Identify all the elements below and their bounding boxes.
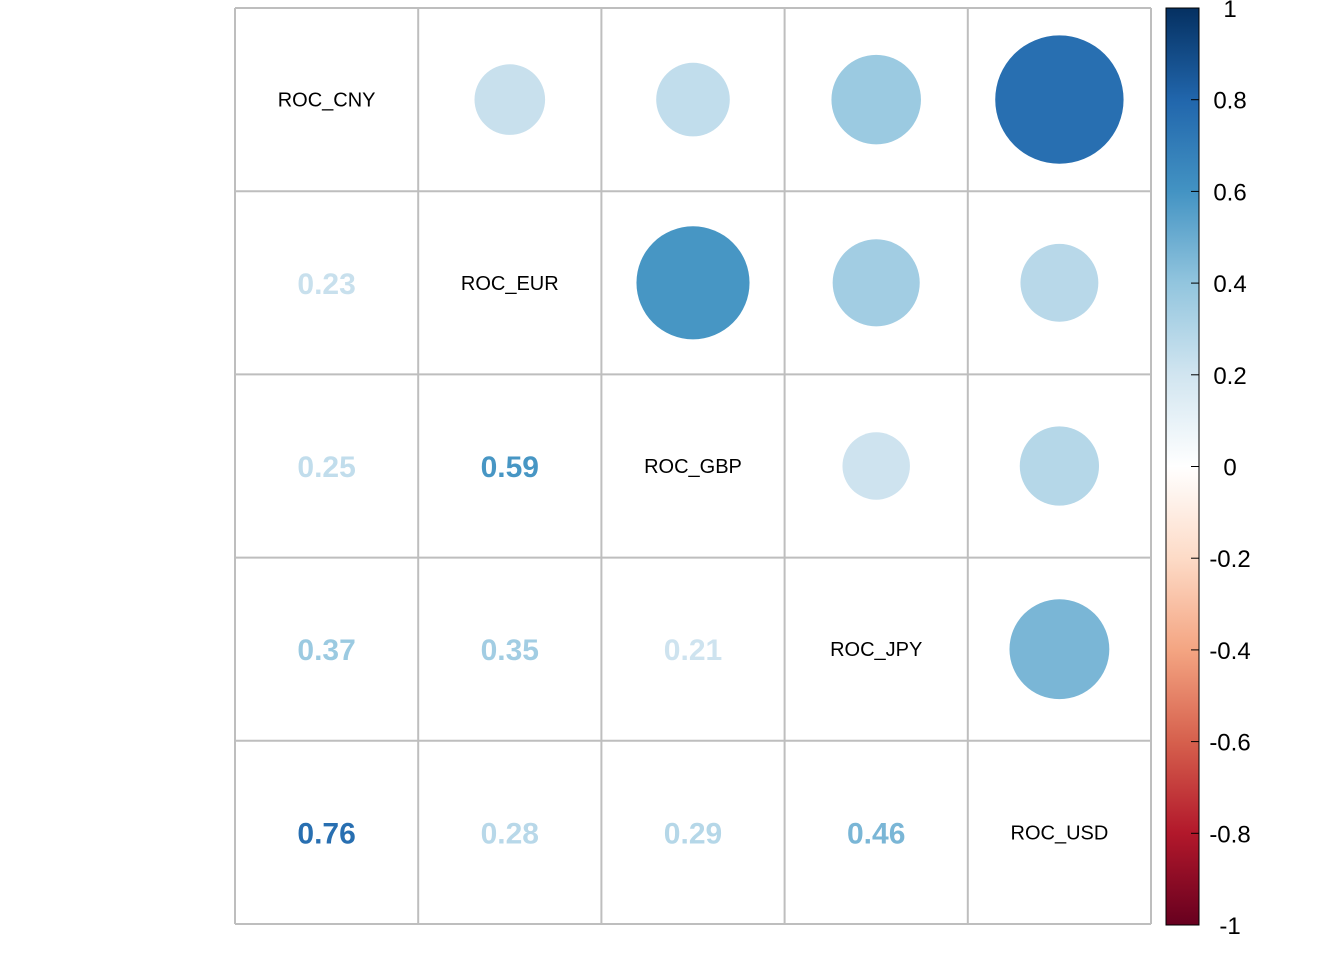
variable-label: ROC_JPY (830, 639, 922, 661)
variable-label: ROC_EUR (461, 273, 559, 295)
correlation-circle (995, 35, 1124, 164)
correlation-circle (831, 54, 921, 145)
correlation-circle (842, 432, 910, 500)
legend-tick-label: -0.8 (1209, 821, 1250, 848)
color-legend: 1 0.8 0.6 0.4 0.2 0 -0.2 -0.4 -0.6 -0.8 -1 (1165, 0, 1251, 940)
correlation-value: 0.37 (297, 634, 355, 667)
correlation-value: 0.46 (847, 817, 905, 850)
legend-tick-label: 0 (1223, 455, 1236, 482)
correlation-value: 0.25 (297, 451, 355, 484)
legend-tick-label: 0.4 (1213, 271, 1246, 298)
correlation-circle (656, 62, 730, 137)
correlation-value: 0.76 (297, 817, 355, 850)
correlation-value: 0.28 (481, 817, 539, 850)
correlation-circle (1020, 243, 1099, 322)
variable-label: ROC_USD (1011, 822, 1109, 844)
correlation-circle (474, 64, 546, 135)
correlation-circle (1019, 426, 1100, 506)
variable-label: ROC_GBP (644, 456, 742, 478)
matrix-cells: ROC_CNY 0.23 ROC_EUR 0.25 0.59 ROC_GBP 0.37 0.3… (278, 35, 1124, 850)
legend-tick-label: -0.2 (1209, 546, 1250, 573)
correlation-circle (832, 239, 920, 327)
legend-tick-label: 0.6 (1213, 179, 1246, 206)
legend-tick-label: -0.6 (1209, 730, 1250, 757)
correlation-value: 0.29 (664, 817, 722, 850)
legend-tick-label: 1 (1223, 0, 1236, 23)
correlation-value: 0.59 (481, 451, 539, 484)
grid-lines (234, 7, 1152, 925)
correlation-value: 0.21 (664, 634, 722, 667)
correlation-value: 0.35 (481, 634, 539, 667)
legend-tick-label: 0.8 (1213, 88, 1246, 115)
correlation-circle (636, 226, 750, 340)
correlation-circle (1009, 599, 1110, 700)
legend-tick-label: 0.2 (1213, 363, 1246, 390)
legend-tick-label: -0.4 (1209, 638, 1250, 665)
correlation-value: 0.23 (297, 268, 355, 301)
legend-tick-label: -1 (1219, 913, 1240, 940)
variable-label: ROC_CNY (278, 90, 376, 112)
